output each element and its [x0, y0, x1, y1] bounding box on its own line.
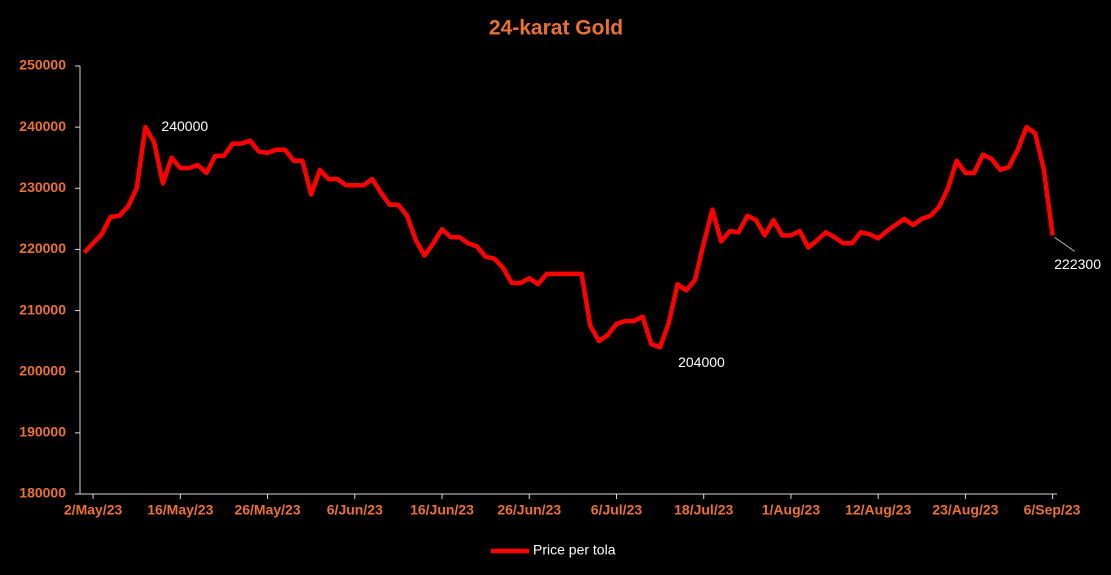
x-tick-label: 12/Aug/23 [845, 502, 911, 518]
x-tick-label: 6/Sep/23 [1024, 502, 1081, 518]
x-tick-label: 16/May/23 [147, 502, 213, 518]
y-tick-label: 250000 [19, 57, 66, 73]
x-tick-label: 6/Jun/23 [327, 502, 383, 518]
y-tick-label: 240000 [19, 118, 66, 134]
x-tick-label: 23/Aug/23 [932, 502, 998, 518]
data-label: 222300 [1054, 256, 1101, 272]
x-tick-label: 6/Jul/23 [591, 502, 643, 518]
legend-label: Price per tola [533, 542, 616, 558]
y-tick-label: 200000 [19, 362, 66, 378]
y-tick-label: 220000 [19, 240, 66, 256]
y-tick-label: 180000 [19, 485, 66, 501]
x-tick-label: 2/May/23 [64, 502, 123, 518]
x-tick-label: 16/Jun/23 [410, 502, 474, 518]
x-tick-label: 18/Jul/23 [674, 502, 733, 518]
x-tick-label: 1/Aug/23 [762, 502, 821, 518]
y-tick-label: 230000 [19, 179, 66, 195]
y-tick-label: 210000 [19, 301, 66, 317]
price-line [82, 124, 1055, 350]
x-tick-label: 26/May/23 [234, 502, 300, 518]
y-tick-label: 190000 [19, 424, 66, 440]
data-label: 204000 [678, 354, 725, 370]
data-label: 240000 [161, 118, 208, 134]
chart-title: 24-karat Gold [489, 17, 623, 40]
leader-line [1054, 236, 1075, 252]
x-tick-label: 26/Jun/23 [497, 502, 561, 518]
